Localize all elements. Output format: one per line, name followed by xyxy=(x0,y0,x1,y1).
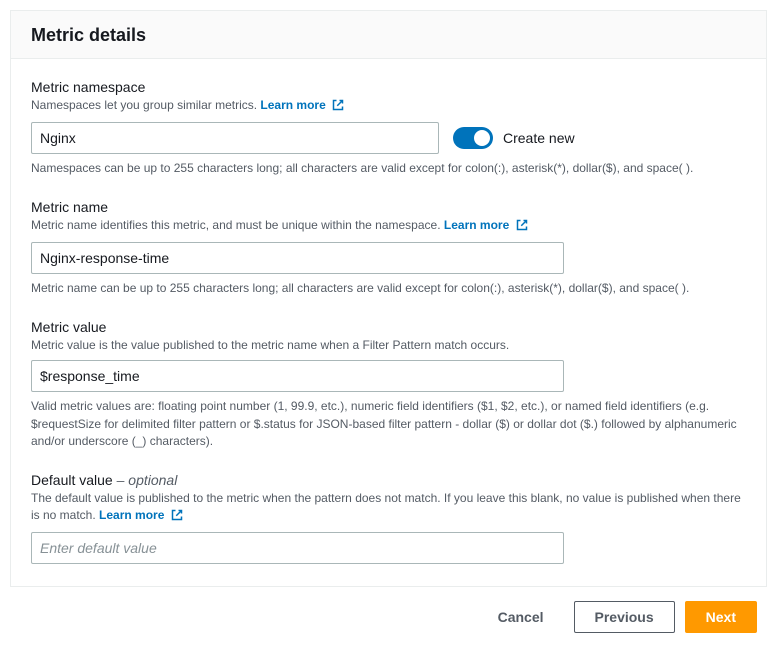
learn-more-text: Learn more xyxy=(99,508,164,522)
default-value-desc: The default value is published to the me… xyxy=(31,490,746,526)
default-value-input[interactable] xyxy=(31,532,564,564)
namespace-learn-more-link[interactable]: Learn more xyxy=(260,98,344,112)
external-link-icon xyxy=(171,509,183,526)
metric-name-desc: Metric name identifies this metric, and … xyxy=(31,217,746,236)
learn-more-text: Learn more xyxy=(260,98,325,112)
create-new-label: Create new xyxy=(503,130,575,146)
panel-header: Metric details xyxy=(11,11,766,59)
previous-button[interactable]: Previous xyxy=(574,601,675,633)
external-link-icon xyxy=(332,99,344,116)
external-link-icon xyxy=(516,219,528,236)
optional-text: – optional xyxy=(113,472,178,488)
metric-value-input[interactable] xyxy=(31,360,564,392)
panel-body: Metric namespace Namespaces let you grou… xyxy=(11,59,766,586)
default-value-label-text: Default value xyxy=(31,472,113,488)
footer-actions: Cancel Previous Next xyxy=(10,587,767,643)
create-new-toggle-wrap: Create new xyxy=(453,127,575,149)
namespace-label: Metric namespace xyxy=(31,79,746,95)
metric-name-input[interactable] xyxy=(31,242,564,274)
metric-name-hint: Metric name can be up to 255 characters … xyxy=(31,280,746,297)
create-new-toggle[interactable] xyxy=(453,127,493,149)
default-value-label: Default value – optional xyxy=(31,472,746,488)
metric-name-group: Metric name Metric name identifies this … xyxy=(31,199,746,297)
learn-more-text: Learn more xyxy=(444,218,509,232)
metric-details-panel: Metric details Metric namespace Namespac… xyxy=(10,10,767,587)
metric-namespace-group: Metric namespace Namespaces let you grou… xyxy=(31,79,746,177)
namespace-desc-text: Namespaces let you group similar metrics… xyxy=(31,98,257,112)
cancel-button[interactable]: Cancel xyxy=(478,601,564,633)
namespace-hint: Namespaces can be up to 255 characters l… xyxy=(31,160,746,177)
metric-value-group: Metric value Metric value is the value p… xyxy=(31,319,746,450)
metric-name-desc-text: Metric name identifies this metric, and … xyxy=(31,218,441,232)
metric-name-label: Metric name xyxy=(31,199,746,215)
namespace-desc: Namespaces let you group similar metrics… xyxy=(31,97,746,116)
metric-value-hint: Valid metric values are: floating point … xyxy=(31,398,746,450)
panel-title: Metric details xyxy=(31,25,746,46)
default-value-group: Default value – optional The default val… xyxy=(31,472,746,564)
metric-name-learn-more-link[interactable]: Learn more xyxy=(444,218,528,232)
namespace-input-row: Create new xyxy=(31,122,746,154)
next-button[interactable]: Next xyxy=(685,601,757,633)
namespace-input[interactable] xyxy=(31,122,439,154)
metric-value-desc: Metric value is the value published to t… xyxy=(31,337,746,354)
metric-value-label: Metric value xyxy=(31,319,746,335)
default-value-learn-more-link[interactable]: Learn more xyxy=(99,508,183,522)
